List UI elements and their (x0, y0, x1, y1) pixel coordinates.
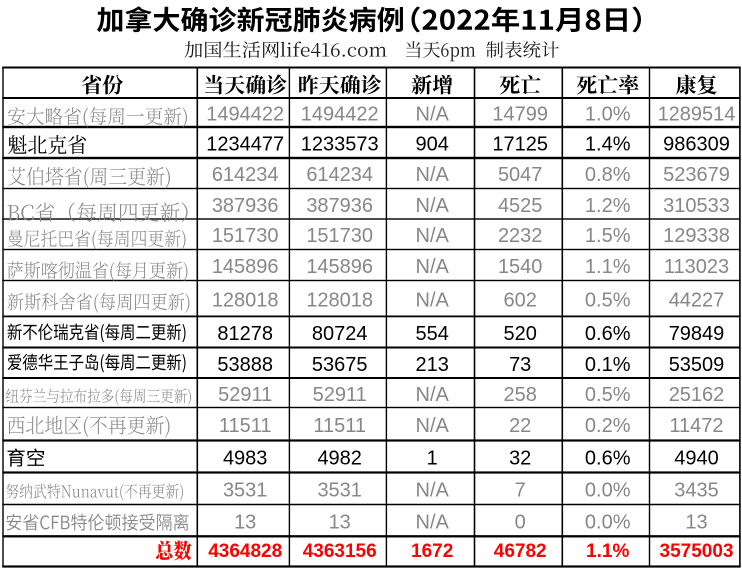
svg-text:1.4%: 1.4% (585, 134, 631, 156)
svg-text:32: 32 (509, 448, 531, 470)
svg-text:1.1%: 1.1% (586, 541, 629, 562)
svg-text:1289514: 1289514 (658, 104, 736, 126)
svg-text:N/A: N/A (416, 289, 450, 311)
svg-text:53675: 53675 (312, 354, 368, 376)
svg-text:520: 520 (504, 323, 537, 345)
svg-text:986309: 986309 (663, 134, 730, 156)
svg-text:602: 602 (504, 289, 537, 311)
svg-text:0.5%: 0.5% (585, 289, 631, 311)
svg-text:4983: 4983 (223, 448, 268, 470)
svg-text:13: 13 (685, 511, 707, 533)
svg-text:44227: 44227 (669, 289, 725, 311)
svg-text:614234: 614234 (212, 164, 279, 186)
svg-text:4364828: 4364828 (208, 541, 282, 562)
svg-text:N/A: N/A (416, 195, 450, 217)
svg-text:1540: 1540 (498, 256, 543, 278)
svg-text:13: 13 (234, 511, 256, 533)
svg-text:523679: 523679 (663, 164, 730, 186)
svg-text:213: 213 (416, 354, 449, 376)
svg-text:N/A: N/A (416, 511, 450, 533)
svg-text:145896: 145896 (212, 256, 279, 278)
svg-text:1234477: 1234477 (206, 134, 284, 156)
svg-text:1.2%: 1.2% (585, 195, 631, 217)
svg-text:4363156: 4363156 (303, 541, 377, 562)
svg-text:5047: 5047 (498, 164, 543, 186)
svg-text:3531: 3531 (317, 480, 362, 502)
svg-text:N/A: N/A (416, 480, 450, 502)
svg-text:145896: 145896 (306, 256, 373, 278)
svg-text:11472: 11472 (669, 415, 723, 437)
svg-text:52911: 52911 (218, 384, 272, 406)
svg-text:1: 1 (427, 448, 438, 470)
svg-text:554: 554 (416, 323, 449, 345)
svg-text:11511: 11511 (313, 415, 366, 437)
svg-text:387936: 387936 (212, 195, 279, 217)
svg-text:4982: 4982 (317, 448, 362, 470)
svg-text:81278: 81278 (217, 323, 273, 345)
svg-text:N/A: N/A (416, 256, 450, 278)
svg-text:0.0%: 0.0% (585, 480, 631, 502)
svg-text:3435: 3435 (674, 480, 719, 502)
svg-text:128018: 128018 (212, 289, 279, 311)
svg-text:53888: 53888 (217, 354, 273, 376)
svg-text:904: 904 (416, 134, 449, 156)
svg-text:13: 13 (329, 511, 351, 533)
svg-text:151730: 151730 (212, 225, 279, 247)
svg-text:128018: 128018 (306, 289, 373, 311)
svg-text:1.0%: 1.0% (585, 104, 631, 126)
svg-text:0.2%: 0.2% (585, 415, 631, 437)
svg-text:0.8%: 0.8% (585, 164, 631, 186)
svg-text:N/A: N/A (416, 104, 450, 126)
svg-text:1494422: 1494422 (301, 104, 379, 126)
svg-text:2232: 2232 (498, 225, 543, 247)
svg-text:310533: 310533 (663, 195, 730, 217)
svg-text:614234: 614234 (306, 164, 373, 186)
svg-text:14799: 14799 (492, 104, 548, 126)
svg-text:25162: 25162 (669, 384, 725, 406)
svg-text:1672: 1672 (411, 541, 453, 562)
svg-text:0.5%: 0.5% (585, 384, 631, 406)
svg-text:113023: 113023 (664, 256, 729, 278)
svg-text:129338: 129338 (663, 225, 730, 247)
svg-text:N/A: N/A (416, 225, 450, 247)
svg-text:7: 7 (515, 480, 526, 502)
svg-text:N/A: N/A (416, 415, 450, 437)
svg-text:N/A: N/A (416, 164, 450, 186)
svg-text:1233573: 1233573 (301, 134, 379, 156)
svg-text:17125: 17125 (492, 134, 548, 156)
svg-text:52911: 52911 (313, 384, 367, 406)
svg-text:0.1%: 0.1% (585, 354, 631, 376)
svg-text:258: 258 (504, 384, 537, 406)
svg-text:N/A: N/A (416, 384, 450, 406)
svg-text:3575003: 3575003 (660, 541, 734, 562)
svg-text:4525: 4525 (498, 195, 543, 217)
svg-text:3531: 3531 (223, 480, 268, 502)
svg-text:11511: 11511 (219, 415, 272, 437)
svg-text:151730: 151730 (306, 225, 373, 247)
svg-text:0.6%: 0.6% (585, 323, 631, 345)
svg-text:0: 0 (515, 511, 526, 533)
svg-text:4940: 4940 (674, 448, 719, 470)
svg-text:1494422: 1494422 (206, 104, 284, 126)
svg-text:79849: 79849 (669, 323, 725, 345)
svg-text:1.1%: 1.1% (585, 256, 631, 278)
svg-text:1.5%: 1.5% (585, 225, 631, 247)
svg-text:80724: 80724 (312, 323, 368, 345)
svg-text:22: 22 (509, 415, 531, 437)
svg-text:73: 73 (509, 354, 531, 376)
svg-text:46782: 46782 (494, 541, 547, 562)
svg-text:53509: 53509 (669, 354, 725, 376)
svg-text:0.6%: 0.6% (585, 448, 631, 470)
svg-text:0.0%: 0.0% (585, 511, 631, 533)
svg-text:387936: 387936 (306, 195, 373, 217)
